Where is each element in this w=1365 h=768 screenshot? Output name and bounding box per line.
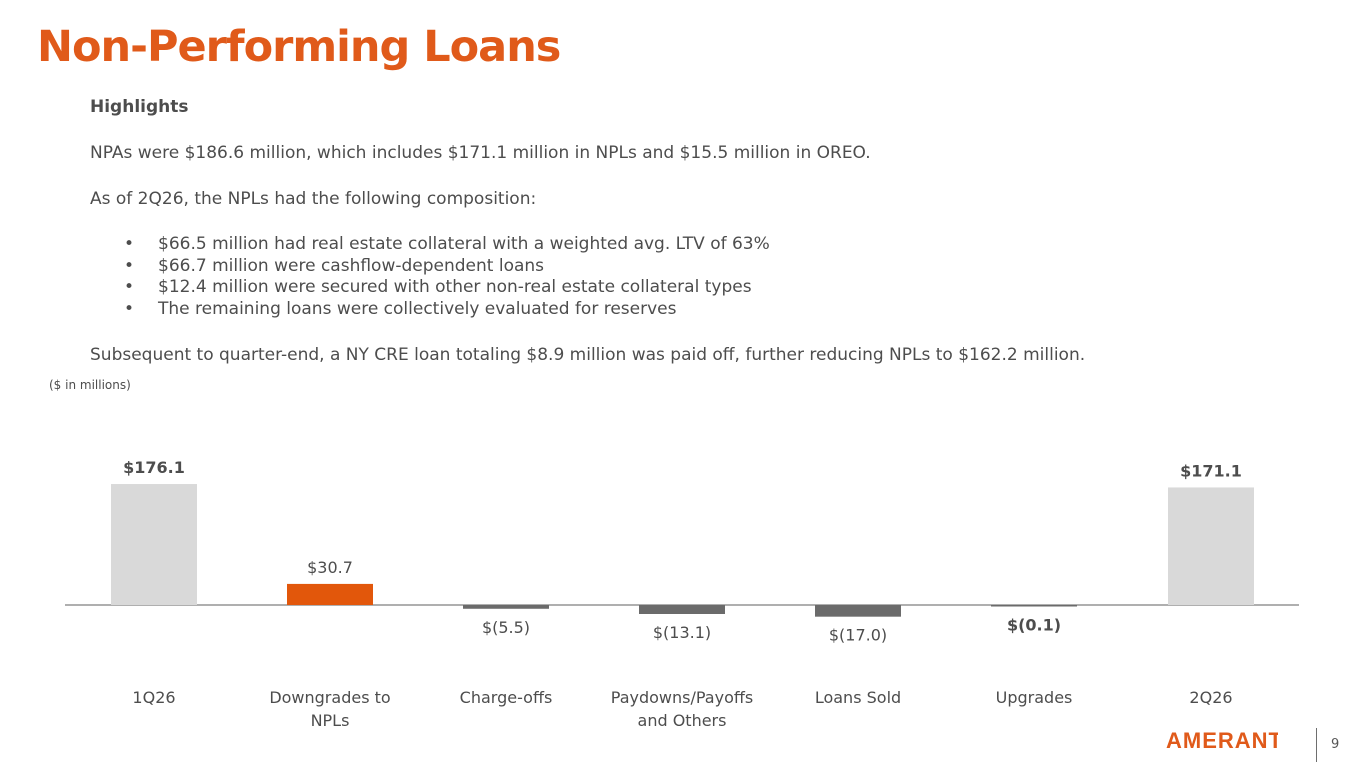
category-label-3-0: Paydowns/Payoffs — [611, 688, 753, 707]
npa-summary: NPAs were $186.6 million, which includes… — [90, 143, 871, 163]
npl-composition-list: $66.5 million had real estate collateral… — [90, 234, 1190, 320]
npl-rollforward-chart: $176.1 1Q26 $30.7 Downgrades to NPLs $(5.5) Ch… — [65, 458, 1299, 730]
list-item: $66.5 million had real estate collateral… — [90, 234, 1190, 256]
highlights-heading: Highlights — [90, 97, 189, 117]
category-label-3-1: and Others — [638, 711, 727, 730]
svg-text:AMERANT: AMERANT — [1166, 729, 1278, 753]
bar-2 — [463, 605, 549, 609]
bar-6 — [1168, 487, 1254, 605]
subsequent-event-note: Subsequent to quarter-end, a NY CRE loan… — [90, 345, 1086, 365]
category-label-6-0: 2Q26 — [1189, 688, 1232, 707]
amerant-logo: AMERANT — [1166, 729, 1278, 753]
bar-4 — [815, 605, 901, 617]
data-label-4: $(17.0) — [829, 626, 887, 645]
data-label-3: $(13.1) — [653, 623, 711, 642]
npl-composition-intro: As of 2Q26, the NPLs had the following c… — [90, 189, 537, 209]
data-label-0: $176.1 — [123, 458, 185, 477]
bar-1 — [287, 583, 373, 605]
units-note: ($ in millions) — [49, 378, 131, 392]
footer-divider — [1316, 728, 1317, 762]
category-label-2-0: Charge-offs — [460, 688, 553, 707]
category-label-4-0: Loans Sold — [815, 688, 901, 707]
page-title: Non-Performing Loans — [37, 22, 561, 72]
highlights-section: Highlights NPAs were $186.6 million, whi… — [90, 96, 1190, 390]
data-label-5: $(0.1) — [1007, 616, 1061, 635]
bar-5 — [991, 605, 1077, 607]
page-number: 9 — [1331, 737, 1340, 752]
bar-3 — [639, 605, 725, 614]
data-label-2: $(5.5) — [482, 618, 530, 637]
list-item: $66.7 million were cashflow-dependent lo… — [90, 256, 1190, 278]
bar-0 — [111, 484, 197, 605]
category-label-5-0: Upgrades — [996, 688, 1073, 707]
category-label-1-1: NPLs — [311, 711, 350, 730]
list-item: $12.4 million were secured with other no… — [90, 277, 1190, 299]
list-item: The remaining loans were collectively ev… — [90, 299, 1190, 321]
category-label-1-0: Downgrades to — [269, 688, 390, 707]
category-label-0-0: 1Q26 — [132, 688, 175, 707]
data-label-6: $171.1 — [1180, 461, 1242, 480]
data-label-1: $30.7 — [307, 558, 353, 577]
